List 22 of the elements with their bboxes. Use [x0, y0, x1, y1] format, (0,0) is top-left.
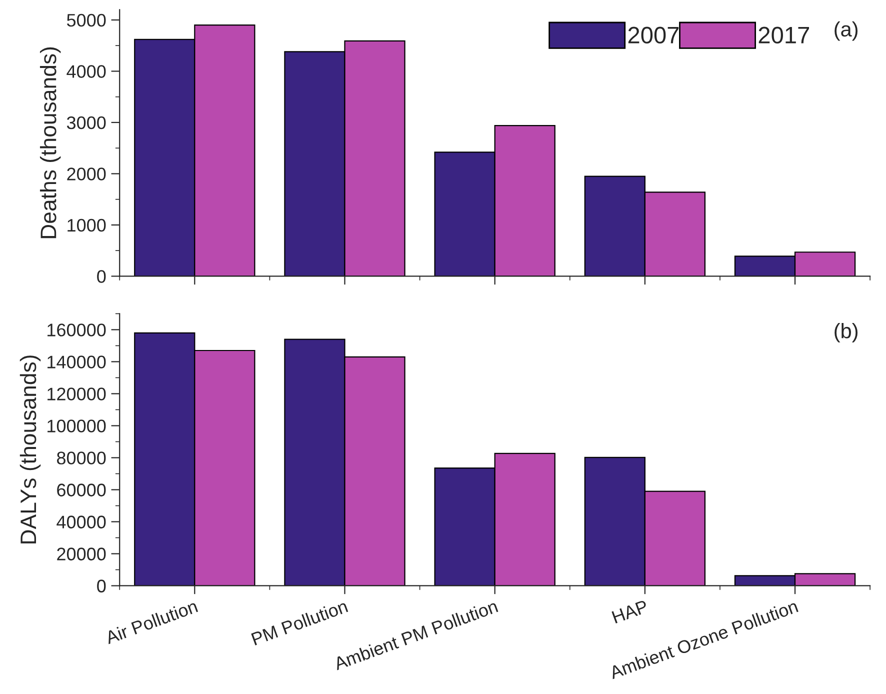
annotation: (a) — [834, 21, 858, 41]
legend-label: 2017 — [758, 26, 809, 44]
legend-label: 2007 — [628, 26, 679, 44]
y-axis-title: DALYs (thousands) — [20, 356, 41, 544]
y-tick-label: 100000 — [48, 420, 106, 432]
y-tick-label: 2000 — [67, 168, 106, 180]
y-tick-label: 40000 — [56, 516, 106, 528]
y-tick-label: 4000 — [66, 65, 106, 78]
y-tick-label: 80000 — [56, 452, 106, 464]
y-axis-title: Deaths (thousands) — [40, 47, 61, 238]
y-tick-label: 0 — [97, 580, 106, 592]
y-tick-label: 0 — [97, 270, 106, 283]
y-tick-label: 140000 — [48, 356, 106, 368]
y-tick-label: 60000 — [57, 484, 106, 496]
y-tick-label: 120000 — [48, 388, 106, 400]
x-tick-label: HAP — [612, 600, 648, 624]
y-tick-label: 20000 — [57, 548, 106, 560]
y-tick-label: 1000 — [68, 218, 106, 232]
y-tick-label: 5000 — [66, 14, 106, 27]
annotation: (b) — [834, 323, 858, 342]
y-tick-label: 3000 — [66, 116, 106, 130]
y-tick-label: 160000 — [48, 324, 106, 336]
